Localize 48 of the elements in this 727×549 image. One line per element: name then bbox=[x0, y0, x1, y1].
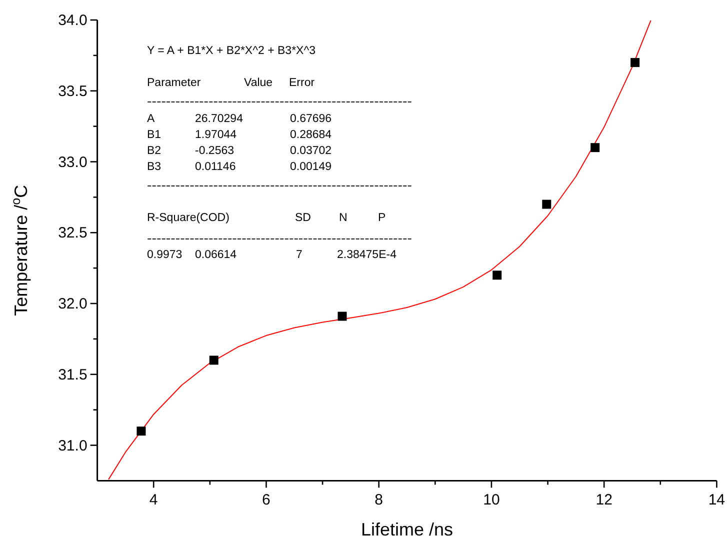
annotation: 0.06614 bbox=[195, 249, 238, 261]
point bbox=[542, 200, 552, 209]
annotation: Y = A + B1*X + B2*X^2 + B3*X^3 bbox=[147, 45, 316, 57]
line-series bbox=[108, 20, 652, 480]
x-tick-label: 12 bbox=[596, 492, 612, 509]
annotation: B2 bbox=[147, 145, 162, 157]
y-tick-label: 32.0 bbox=[58, 296, 88, 313]
x-tick-label: 8 bbox=[374, 492, 384, 509]
y-tick-label: 32.5 bbox=[58, 224, 88, 242]
annotation: P bbox=[378, 212, 386, 224]
annotation: N bbox=[339, 212, 348, 224]
annotation: -------------------------------------------------------- bbox=[147, 96, 412, 108]
point bbox=[492, 270, 502, 280]
point bbox=[209, 356, 218, 365]
x-tick-label: 4 bbox=[149, 492, 158, 509]
annotation: R-Square(COD) bbox=[147, 212, 230, 224]
annotation: 0.28684 bbox=[290, 129, 332, 141]
annotation: 0.67696 bbox=[290, 113, 332, 125]
y-tick-label: 33.0 bbox=[58, 154, 88, 171]
annotation: 0.9973 bbox=[147, 249, 182, 261]
annotation: 0.00149 bbox=[290, 161, 332, 173]
annotation: -0.2563 bbox=[195, 145, 234, 157]
x-tick-label: 10 bbox=[483, 492, 500, 509]
annotation: 1.97044 bbox=[195, 129, 238, 141]
annotation: 0.03702 bbox=[290, 145, 332, 157]
x-tick-label: 14 bbox=[708, 492, 726, 509]
y-tick-label: 31.5 bbox=[58, 366, 88, 384]
annotation: 7 bbox=[296, 249, 302, 261]
annotation: B3 bbox=[147, 161, 162, 173]
annotation: Error bbox=[289, 77, 315, 89]
point bbox=[338, 312, 347, 321]
point bbox=[590, 143, 600, 152]
annotation: -------------------------------------------------------- bbox=[147, 233, 412, 245]
annotation: Parameter bbox=[147, 77, 201, 89]
x-tick-label: 6 bbox=[262, 492, 270, 509]
annotation: SD bbox=[295, 212, 311, 224]
x-axis-title: Lifetime /ns bbox=[360, 520, 454, 540]
text: 31.0 bbox=[58, 437, 88, 454]
annotation: -------------------------------------------------------- bbox=[147, 180, 412, 192]
annotation: B1 bbox=[147, 129, 162, 141]
y-tick-label: 33.5 bbox=[58, 82, 88, 100]
annotation: 0.01146 bbox=[195, 161, 236, 173]
annotation: Value bbox=[244, 77, 273, 89]
annotation: 26.70294 bbox=[195, 113, 244, 125]
point bbox=[630, 58, 640, 68]
y-tick-label: 34.0 bbox=[58, 12, 88, 29]
point bbox=[136, 426, 146, 436]
annotation: A bbox=[147, 113, 155, 125]
